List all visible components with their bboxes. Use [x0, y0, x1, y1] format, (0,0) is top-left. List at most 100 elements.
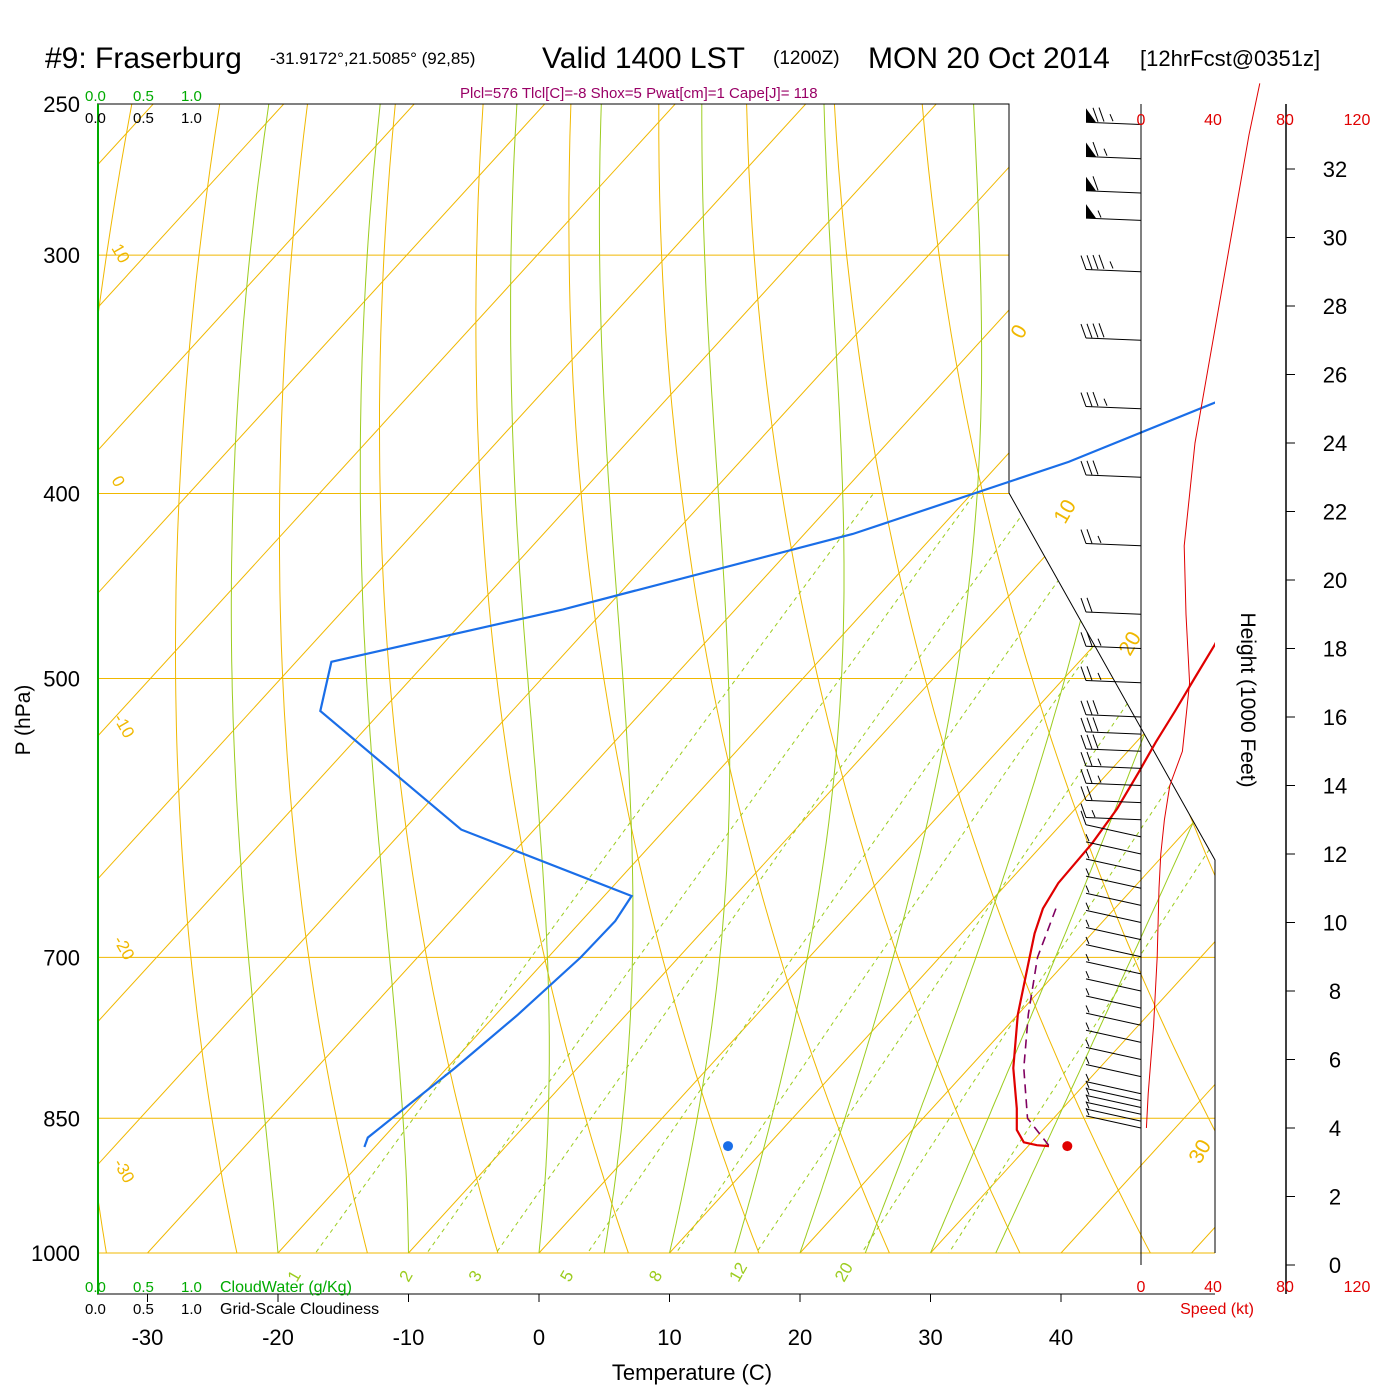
barb-staff	[1085, 217, 1142, 221]
wind-barb	[1080, 786, 1142, 804]
x-tick-label: 0	[533, 1325, 545, 1350]
barb-flag	[1080, 597, 1087, 613]
isotherm-label-left: 0	[108, 473, 129, 491]
isobar-grid	[97, 103, 1215, 1254]
barb-half-flag	[1085, 885, 1090, 893]
wind-barb	[1080, 734, 1142, 752]
barb-half-flag	[1085, 1056, 1090, 1065]
barb-flag	[1086, 631, 1093, 647]
dry-adiabat-290	[568, 104, 786, 1253]
wind-barb	[1085, 1056, 1142, 1078]
wind-barb	[1080, 631, 1142, 649]
barb-staff	[1085, 543, 1142, 547]
barb-flag	[1080, 717, 1087, 733]
pressure-label-700: 700	[43, 945, 80, 970]
dry-adiabat-370	[1242, 0, 1400, 1317]
isotherm--80	[97, 104, 1215, 1253]
barb-staff	[1085, 731, 1142, 735]
barb-staff	[1085, 824, 1142, 838]
barb-staff	[1085, 645, 1142, 649]
moist-adiabat-0	[510, 104, 550, 1253]
barb-staff	[1085, 337, 1142, 341]
barb-flag	[1086, 717, 1093, 732]
barb-flag	[1092, 734, 1099, 749]
moist-adiabat-15	[734, 104, 845, 1253]
mixing-ratio-2	[381, 493, 976, 1253]
barb-staff	[1085, 680, 1142, 684]
mixing-ratio-5	[543, 493, 1121, 1253]
barb-staff	[1085, 909, 1142, 923]
barb-half-flag	[1109, 113, 1114, 122]
height-label: 28	[1323, 294, 1347, 319]
wind-barb	[1080, 529, 1142, 547]
barb-flag	[1086, 751, 1093, 767]
valid-date: MON 20 Oct 2014	[868, 42, 1110, 75]
cloud-bottom-green-1: 0.5	[133, 1279, 154, 1296]
barb-flag	[1080, 769, 1087, 784]
wind-barb	[1085, 988, 1142, 1009]
speed-label-bottom: 120	[1344, 1279, 1371, 1296]
barb-half-flag	[1085, 1022, 1090, 1030]
barb-staff	[1085, 121, 1142, 125]
wind-barb	[1085, 1039, 1142, 1060]
barb-half-flag	[1085, 953, 1090, 962]
wind-barb	[1080, 666, 1142, 684]
barb-pennant	[1086, 176, 1096, 191]
mixing-ratio-label: 5	[556, 1267, 577, 1285]
speed-label-bottom: 80	[1276, 1279, 1294, 1296]
height-label: 30	[1323, 226, 1347, 251]
pressure-label-1000: 1000	[31, 1241, 80, 1266]
barb-flag	[1092, 107, 1099, 122]
parcel-profile	[1022, 908, 1057, 1146]
barb-half-flag	[1097, 210, 1102, 218]
moist-adiabat-5	[598, 104, 634, 1253]
cloud-top-green-2: 1.0	[181, 88, 202, 105]
moist-adiabat--10	[359, 104, 409, 1253]
forecast-label: [12hrFcst@0351z]	[1140, 46, 1320, 71]
barb-flag	[1086, 460, 1093, 475]
moist-adiabat--20	[230, 104, 279, 1253]
barb-flag	[1080, 734, 1087, 750]
barb-flag	[1080, 803, 1087, 818]
barb-flag	[1086, 700, 1093, 715]
isotherm-label-right: 0	[1006, 321, 1032, 343]
barb-staff	[1085, 748, 1142, 752]
height-label: 18	[1323, 637, 1347, 662]
wind-barb	[1085, 176, 1142, 194]
cloud-bottom-green-2: 1.0	[181, 1279, 202, 1296]
barb-flag	[1086, 734, 1093, 749]
barb-flag	[1092, 141, 1099, 157]
barb-pennant	[1086, 142, 1096, 157]
barb-staff	[1085, 406, 1142, 410]
wind-barb	[1085, 919, 1142, 941]
cloud-top-black-0: 0.0	[85, 110, 106, 127]
barb-flag	[1092, 717, 1099, 732]
barb-half-flag	[1085, 834, 1090, 842]
station-title: #9: Fraserburg	[45, 42, 242, 75]
wind-barb	[1085, 885, 1142, 906]
dry-adiabat-240	[97, 104, 172, 1253]
dry-adiabat-330	[911, 104, 1215, 1253]
utc-time: (1200Z)	[773, 48, 840, 69]
barb-staff	[1085, 782, 1142, 786]
height-label: 22	[1323, 500, 1347, 525]
dry-adiabat-270	[379, 104, 519, 1253]
dry-adiabat-360	[1158, 104, 1215, 1253]
barb-staff	[1085, 978, 1142, 992]
barb-pennant	[1086, 204, 1096, 219]
x-axis-title: Temperature (C)	[612, 1360, 772, 1385]
wind-barb	[1080, 391, 1142, 410]
cloud-bottom-black-1: 0.5	[133, 1301, 154, 1318]
cloud-bottom-green-0: 0.0	[85, 1279, 106, 1296]
temperature-axis: -30 -20 -10 0 10 20 30 40	[132, 1294, 1073, 1350]
pressure-axis: 250 300 400 500 700 850 1000	[31, 92, 80, 1266]
wind-barb	[1085, 204, 1142, 221]
height-axis-title: Height (1000 Feet)	[1236, 612, 1259, 787]
cloud-axis-labels: 0.0 0.5 1.0 0.0 0.5 1.0 0.0 0.5 1.0 Clou…	[85, 88, 379, 1318]
height-label: 4	[1329, 1116, 1341, 1141]
dry-adiabat-260	[279, 104, 385, 1253]
isotherm-label-left: -20	[110, 933, 139, 964]
barb-flag	[1086, 786, 1093, 801]
